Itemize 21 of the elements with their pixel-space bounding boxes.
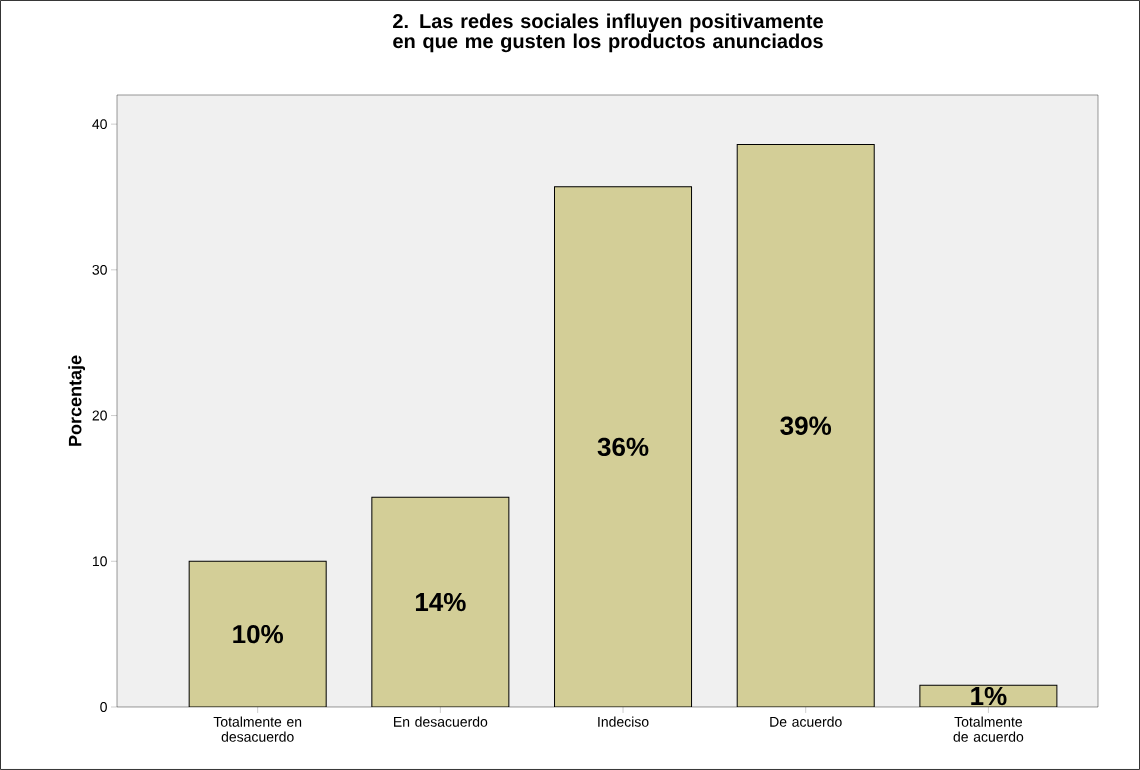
x-tick-label: Indeciso [598,716,649,727]
data-label: 14% [415,592,466,612]
y-tick-label: 20 [92,410,107,421]
y-tick-label: 40 [92,119,107,130]
bar [554,186,693,707]
y-tick-label: 10 [92,556,107,567]
data-label: 1% [971,686,1007,706]
y-tick-label: 30 [92,264,107,275]
chart-title: 2. Las redes sociales influyen positivamente en que me gusten los productos anunciados [393,13,823,53]
x-tick-label: De acuerdo [770,716,842,727]
bar [371,496,510,707]
y-tick-label: 0 [100,702,107,712]
data-label: 39% [780,416,832,435]
x-tick-label: Totalmente de acuerdo [953,716,1024,742]
bar [189,561,327,707]
data-label: 10% [233,624,284,644]
x-tick-label: Totalmente en desacuerdo [213,716,302,742]
y-axis-title: Porcentaje [68,355,86,446]
data-label: 36% [597,437,649,457]
x-tick-label: En desacuerdo [394,716,488,727]
bar [736,144,875,707]
